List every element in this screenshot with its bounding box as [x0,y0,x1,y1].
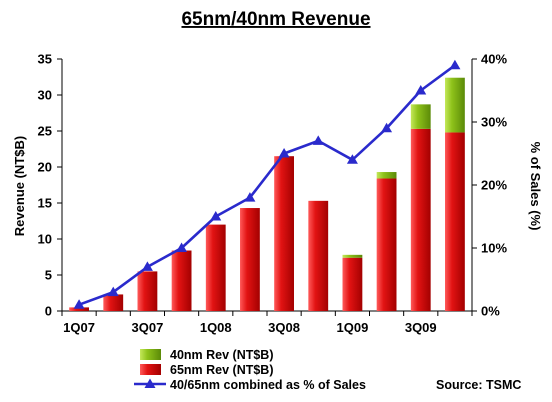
percent-point-marker [73,299,85,309]
bar-65nm [103,294,124,311]
bar-65nm [274,156,294,311]
bar-40nm [342,254,363,258]
bar-65nm [240,208,260,311]
bar-65nm [376,178,397,311]
bar-40nm [410,104,431,129]
y2-axis-label: % of Sales (%) [528,142,543,231]
bar-65nm [205,224,226,311]
bar-65nm [137,271,158,311]
percent-line [73,59,461,309]
y-tick-label: 35 [38,52,52,67]
y-tick-label: 20 [38,160,52,175]
y-axis-label: Revenue (NT$B) [12,136,27,236]
y2-tick-label: 0% [481,304,500,319]
bar-40nm [445,77,465,133]
legend-swatch-65nm [140,364,161,375]
y-tick-label: 0 [45,304,52,319]
y-tick-label: 15 [38,196,52,211]
percent-point-marker [415,85,427,95]
legend-marker-triangle [144,378,156,388]
bar-65nm [342,257,363,311]
bar-65nm [69,307,89,311]
source-annotation: Source: TSMC [436,378,521,392]
bar-40nm [376,172,397,179]
x-tick-label: 3Q09 [405,320,437,335]
legend: 40nm Rev (NT$B) 65nm Rev (NT$B) 40/65nm … [134,348,521,392]
y2-tick-label: 10% [481,241,507,256]
x-tick-label: 1Q07 [63,320,95,335]
legend-label-65nm: 65nm Rev (NT$B) [170,363,274,377]
legend-label-40nm: 40nm Rev (NT$B) [170,348,274,362]
y2-tick-label: 40% [481,52,507,67]
y-tick-label: 30 [38,88,52,103]
percent-point-marker [244,192,256,202]
y2-tick-label: 20% [481,178,507,193]
percent-point-marker [141,261,153,271]
x-tick-label: 3Q07 [132,320,164,335]
percent-point-marker [449,59,461,70]
legend-swatch-40nm [140,349,161,360]
y2-tick-label: 30% [481,115,507,130]
tick-labels: 0 5 10 15 20 25 30 35 0% 10% 20% 30% 40% 1Q07 3Q07 1Q08… [38,52,508,336]
y-tick-label: 10 [38,232,52,247]
percent-point-marker [381,122,393,133]
percent-point-marker [176,242,188,252]
percent-point-marker [107,286,119,297]
axes [57,58,477,316]
x-tick-label: 1Q08 [200,320,232,335]
bar-65nm [171,250,192,311]
bar-65nm [308,200,329,311]
percent-point-marker [210,211,222,221]
legend-label-percent: 40/65nm combined as % of Sales [170,378,366,392]
y-tick-label: 25 [38,124,52,139]
x-tick-label: 3Q08 [268,320,300,335]
bars [69,77,465,311]
x-tick-label: 1Q09 [337,320,369,335]
y-tick-label: 5 [45,268,52,283]
bar-65nm [445,132,465,311]
percent-point-marker [278,148,290,158]
chart-title: 65nm/40nm Revenue [181,9,370,30]
bar-65nm [410,128,431,311]
percent-point-marker [312,135,324,145]
percent-point-marker [346,154,358,164]
percent-series-line [78,64,456,306]
